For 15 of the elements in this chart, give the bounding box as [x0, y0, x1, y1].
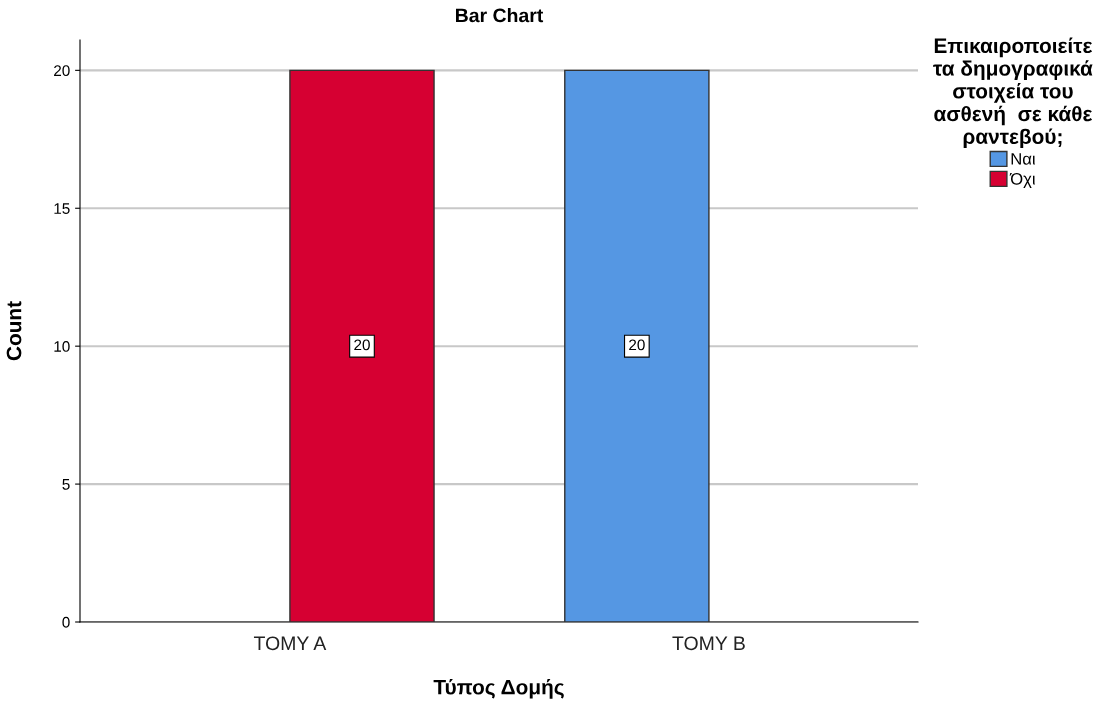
- y-tick-label: 0: [62, 616, 70, 628]
- x-tick-label: TOMY B: [672, 636, 745, 651]
- x-tick-label: TOMY A: [253, 636, 327, 651]
- data-label: 20: [629, 339, 645, 351]
- legend-label: Όχι: [1009, 172, 1036, 189]
- legend-label: Ναι: [1011, 153, 1036, 165]
- y-tick-label: 5: [62, 479, 70, 490]
- y-axis-title: Count: [6, 301, 22, 361]
- y-tick-label: 10: [54, 341, 70, 352]
- data-label: 20: [354, 339, 370, 351]
- y-tick-label: 20: [54, 65, 70, 77]
- x-axis-title: Τύπος Δομής: [433, 679, 564, 699]
- chart-title: Bar Chart: [456, 8, 544, 23]
- legend-title: Επικαιροποιείτε τα δημογραφικά στοιχεία του ασθενή σε κάθε ραντεβού;: [933, 37, 1093, 149]
- y-tick-label: 15: [54, 203, 70, 214]
